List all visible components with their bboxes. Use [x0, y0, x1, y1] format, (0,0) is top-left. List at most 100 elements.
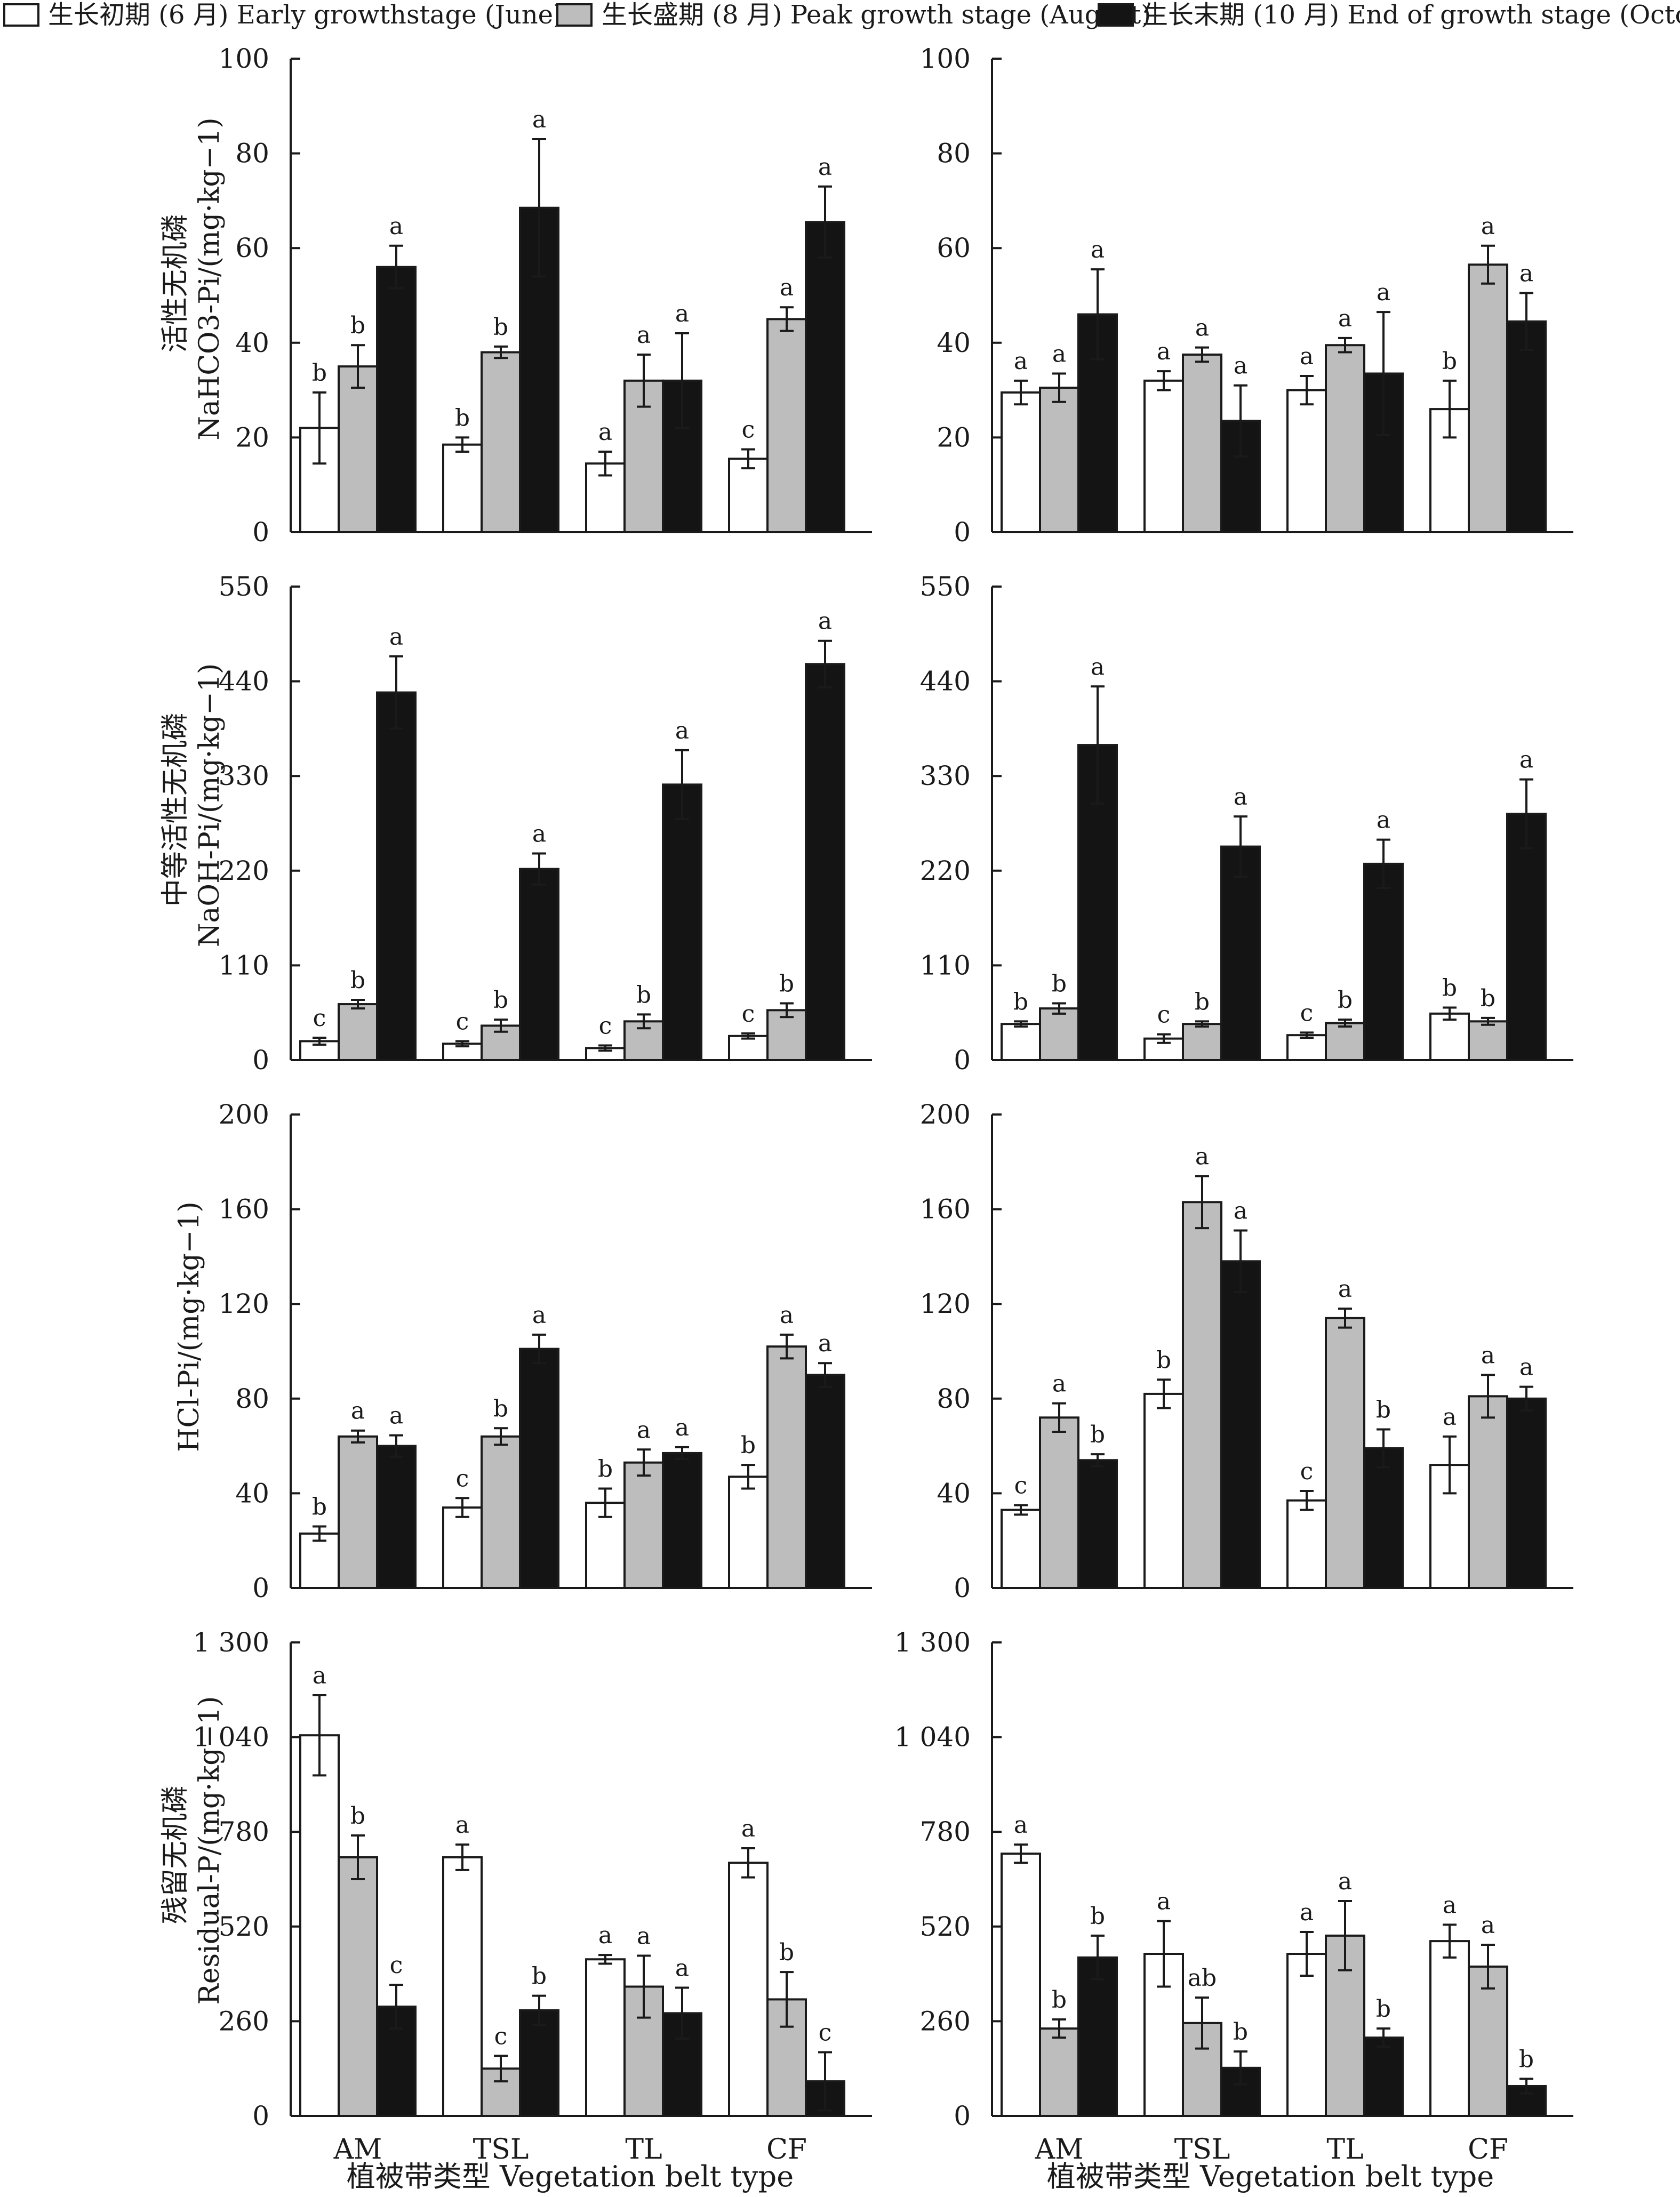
panel-r3-c1-category-label: CF: [1468, 2134, 1508, 2166]
panel-r2-c1-bar-end-am: [1077, 1459, 1118, 1589]
x-axis-title-left: 植被带类型 Vegetation belt type: [347, 2160, 794, 2193]
panel-r2-c1-bar-peak-tl: [1325, 1317, 1365, 1590]
panel-r2-c1-significance-letter: c: [1014, 1472, 1028, 1500]
panel-r2-c1-significance-letter: a: [1481, 1342, 1495, 1369]
panel-r1-c0-significance-letter: a: [532, 821, 546, 848]
panel-r2-c0-bar-end-tsl: [519, 1348, 559, 1590]
panel-r0-c1-significance-letter: a: [1052, 341, 1066, 368]
panel-r3-c0-significance-letter: a: [455, 1811, 469, 1839]
panel-r1-c1-ytick-label: 330: [920, 760, 971, 791]
panel-r3-c0-bar-early-tl: [585, 1958, 626, 2117]
panel-r3-c1-significance-letter: b: [1376, 1995, 1391, 2023]
panel-r3-c0-category-label: CF: [766, 2134, 807, 2166]
panel-r1-c1-significance-letter: a: [1519, 747, 1533, 774]
legend: 生长初期 (6 月) Early growthstage (June) 生长盛期…: [3, 0, 1680, 30]
panel-r1-c1-bar-peak-tl: [1325, 1022, 1365, 1062]
panel-r2-c1-significance-letter: a: [1234, 1198, 1247, 1225]
panel-r0-c0-ytick-label: 40: [235, 327, 269, 358]
panel-r1-c1-significance-letter: b: [1052, 970, 1067, 997]
panel-r0-c0-significance-letter: c: [742, 416, 755, 444]
panel-r0-c1-significance-letter: a: [1519, 260, 1533, 287]
panel-r3-c0-bar-early-am: [299, 1734, 340, 2117]
panel-r1-c1-bar-peak-tsl: [1182, 1023, 1222, 1061]
panel-r3-c0-significance-letter: b: [779, 1939, 794, 1966]
panel-r2-c0-significance-letter: a: [389, 1402, 403, 1430]
row-label-3-en: Residual-P/(mg·kg−1): [194, 1696, 226, 2005]
panel-r0-c0-significance-letter: a: [780, 274, 794, 301]
panel-r1-c1-significance-letter: b: [1338, 987, 1353, 1014]
panel-r2-c0-bar-early-tsl: [442, 1506, 483, 1590]
panel-r3-c1-bar-peak-am: [1039, 2027, 1079, 2117]
panel-r2-c0-ytick-label: 40: [235, 1478, 269, 1509]
panel-r3-c1-ytick-label: 780: [920, 1816, 971, 1847]
panel-r0-c1-ytick-label: 60: [937, 232, 971, 263]
panel-r0-c1-significance-letter: a: [1157, 338, 1171, 365]
panel-r1-c1-bar-early-am: [1001, 1023, 1041, 1061]
panel-r2-c0-significance-letter: a: [532, 1302, 546, 1329]
panel-r1-c0-significance-letter: a: [389, 623, 403, 651]
panel-r3-c1-category-label: TL: [1326, 2134, 1363, 2166]
panel-r0-c1-bar-peak-am: [1039, 387, 1079, 533]
panel-r1-c0-ytick-label: 110: [219, 950, 269, 981]
panel-r3-c0-significance-letter: b: [532, 1963, 547, 1990]
panel-r1-c1-significance-letter: a: [1091, 653, 1105, 680]
panel-r0-c1-bar-early-tsl: [1143, 379, 1184, 534]
panel-r2-c1-ytick-label: 0: [954, 1573, 971, 1603]
panel-r2-c0-significance-letter: a: [780, 1302, 794, 1329]
panel-r3-c0-ytick-label: 0: [252, 2100, 269, 2131]
panel-r0-c0-bar-peak-am: [338, 365, 378, 533]
legend-label-end: 生长末期 (10 月) End of growth stage (October…: [1142, 0, 1680, 30]
panel-r3-c1-significance-letter: a: [1157, 1888, 1171, 1915]
panel-r0-c1-ytick-label: 100: [920, 43, 971, 74]
panel-r1-c0-bar-end-tl: [662, 783, 702, 1061]
panel-r0-c0-significance-letter: b: [455, 404, 470, 431]
panel-r0-c1-significance-letter: a: [1234, 352, 1247, 380]
panel-r3-c0-significance-letter: c: [390, 1952, 403, 1979]
panel-r2-c0-significance-letter: b: [741, 1432, 756, 1459]
panel-r0-c1-significance-letter: b: [1442, 348, 1457, 375]
panel-r1-c0-significance-letter: b: [779, 970, 794, 997]
panel-r0-c0-significance-letter: a: [675, 300, 689, 327]
panel-r2-c0-significance-letter: a: [818, 1330, 832, 1357]
panel-r2-c0-significance-letter: b: [312, 1494, 327, 1521]
panel-r0-c1-significance-letter: a: [1091, 236, 1105, 263]
legend-swatch-end: [1098, 3, 1134, 27]
panel-r2-c0-ytick-label: 0: [252, 1573, 269, 1603]
panel-r0-c0-significance-letter: b: [493, 314, 508, 341]
panel-r3-c1-ytick-label: 520: [920, 1911, 971, 1942]
row-label-0: 活性无机磷 NaHCO3-Pi/(mg·kg−1): [159, 117, 226, 440]
panel-r1-c1-significance-letter: a: [1377, 807, 1390, 834]
panel-r1-c0-bar-peak-cf: [766, 1009, 807, 1061]
panel-r3-c0-bar-early-cf: [728, 1862, 769, 2117]
panel-r3-c1-significance-letter: a: [1338, 1868, 1352, 1895]
panel-r1-c1-bar-end-cf: [1506, 813, 1547, 1061]
legend-swatch-early: [3, 3, 39, 27]
panel-r0-c0-significance-letter: a: [637, 322, 651, 349]
panel-r2-c1-bar-end-tsl: [1220, 1260, 1261, 1589]
panel-r2-c1-ytick-label: 40: [937, 1478, 971, 1509]
panel-r0-c1-significance-letter: a: [1195, 315, 1209, 342]
panel-r2-c0-bar-end-am: [376, 1445, 417, 1590]
panel-r3-c1-bar-early-am: [1001, 1853, 1041, 2117]
panel-r0-c1-ytick-label: 80: [937, 138, 971, 169]
panel-r2-c0-bar-peak-am: [338, 1435, 378, 1590]
panel-r3-c0-significance-letter: a: [637, 1922, 651, 1950]
panel-r2-c1-ytick-label: 120: [920, 1288, 971, 1319]
panel-r0-c1-ytick-label: 40: [937, 327, 971, 358]
panel-r1-c0-ytick-label: 330: [219, 760, 269, 791]
panel-r1-c1-ytick-label: 0: [954, 1045, 971, 1076]
panel-r0-c0-significance-letter: b: [312, 359, 327, 387]
panel-r3-c1-ytick-label: 260: [920, 2006, 971, 2036]
panel-r0-c0-ytick-label: 0: [252, 517, 269, 548]
panel-r2-c1-bar-peak-am: [1039, 1416, 1079, 1590]
panel-r3-c1-bar-early-cf: [1429, 1940, 1470, 2117]
panel-r1-c0-significance-letter: c: [313, 1005, 326, 1032]
panel-r2-c0-significance-letter: b: [598, 1456, 613, 1483]
panel-r3-c1-significance-letter: b: [1090, 1903, 1105, 1930]
